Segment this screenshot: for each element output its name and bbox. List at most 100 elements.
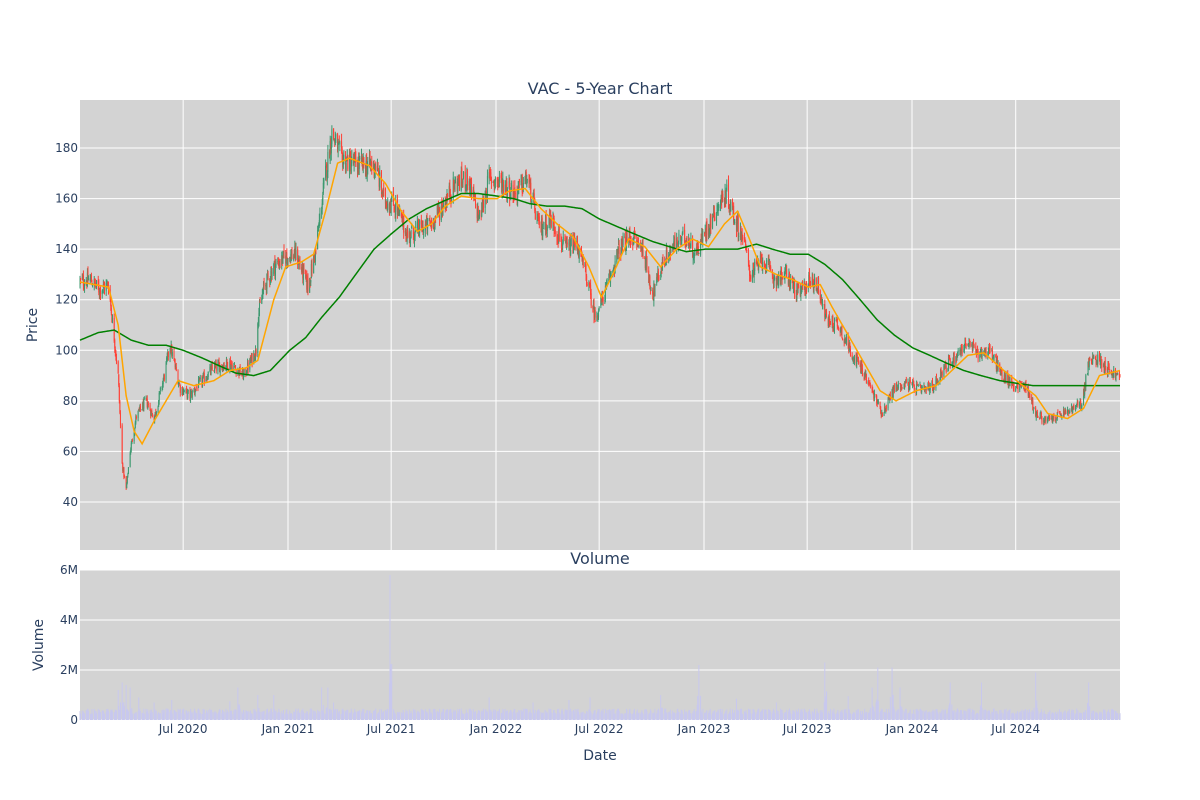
volume-bar: [513, 708, 515, 720]
volume-bar: [501, 712, 503, 720]
candle-body: [827, 318, 829, 327]
candle-body: [907, 382, 909, 384]
volume-bar: [178, 709, 180, 720]
candle-body: [342, 160, 344, 169]
volume-bar: [225, 712, 227, 720]
candle-body: [612, 270, 614, 272]
volume-bar: [664, 711, 666, 720]
volume-bar: [585, 714, 587, 720]
candle-body: [808, 274, 810, 284]
candle-body: [828, 316, 830, 327]
volume-bar: [405, 709, 407, 720]
candle-body: [239, 365, 241, 375]
candle-body: [761, 259, 763, 266]
candle-body: [752, 264, 754, 275]
candle-body: [773, 278, 775, 283]
candle-body: [357, 165, 359, 173]
volume-bar: [920, 708, 922, 720]
volume-bar: [880, 710, 882, 720]
volume-bar: [690, 713, 692, 720]
candle-body: [223, 364, 225, 368]
volume-bar: [138, 711, 140, 720]
volume-bar: [1081, 713, 1083, 720]
volume-bar: [724, 713, 726, 720]
candle-body: [335, 135, 337, 137]
candle-body: [516, 192, 518, 200]
volume-bar: [415, 712, 417, 720]
volume-bar: [234, 708, 236, 720]
candle-body: [103, 282, 105, 286]
volume-bar: [596, 711, 598, 720]
volume-bar: [354, 708, 356, 720]
candle-body: [1107, 363, 1109, 375]
candle-body: [388, 202, 390, 210]
volume-bar: [167, 709, 169, 720]
volume-bar: [99, 713, 101, 720]
volume-bar: [183, 708, 185, 720]
candle-body: [859, 361, 861, 364]
candle-body: [979, 354, 981, 359]
candle-body: [407, 230, 409, 238]
volume-bar: [816, 708, 818, 720]
candle-body: [637, 241, 639, 243]
candle-body: [297, 263, 299, 265]
candle-body: [1063, 409, 1065, 416]
volume-bar: [442, 708, 444, 720]
volume-bar: [465, 709, 467, 720]
volume-bar: [665, 713, 667, 720]
candle-body: [941, 372, 943, 376]
candle-body: [840, 327, 842, 331]
candle-body: [848, 345, 850, 352]
candle-body: [209, 367, 211, 374]
candle-body: [363, 157, 365, 167]
volume-bar: [476, 714, 478, 720]
volume-bar: [416, 711, 418, 720]
candle-body: [306, 275, 308, 290]
volume-bar: [568, 700, 570, 720]
candle-body: [972, 342, 974, 352]
volume-bar: [868, 712, 870, 720]
candle-body: [457, 182, 459, 192]
volume-bar: [790, 713, 792, 720]
candle-body: [728, 182, 730, 208]
candle-body: [285, 253, 287, 264]
candle-body: [489, 171, 491, 174]
candle-body: [421, 224, 423, 231]
volume-bar: [811, 711, 813, 720]
volume-bar: [194, 710, 196, 720]
candle-body: [127, 474, 129, 476]
candle-body: [849, 342, 851, 348]
candle-body: [138, 409, 140, 411]
candle-body: [1106, 370, 1108, 374]
volume-bar: [101, 710, 103, 720]
volume-bar: [1059, 712, 1061, 720]
candle-body: [833, 326, 835, 330]
candle-body: [463, 171, 465, 179]
candle-body: [389, 206, 391, 211]
candle-body: [476, 203, 478, 219]
candle-body: [582, 256, 584, 261]
candle-body: [680, 235, 682, 242]
volume-bar: [159, 714, 161, 720]
volume-bar: [465, 713, 467, 720]
candle-body: [856, 355, 858, 365]
volume-bar: [1079, 713, 1081, 720]
candle-body: [261, 294, 263, 299]
volume-bar: [983, 710, 985, 720]
candle-body: [79, 279, 81, 283]
candle-body: [1028, 393, 1030, 398]
volume-bar: [652, 713, 654, 720]
volume-bar: [792, 710, 794, 720]
candle-body: [1067, 410, 1069, 411]
volume-bar: [484, 709, 486, 720]
volume-bar: [201, 714, 203, 720]
candle-body: [1068, 411, 1070, 415]
volume-bar: [347, 709, 349, 720]
volume-bar: [1075, 713, 1077, 720]
candle-body: [329, 141, 331, 162]
volume-bar: [661, 707, 663, 720]
volume-bar: [844, 712, 846, 720]
volume-bar: [353, 712, 355, 720]
candle-body: [426, 216, 428, 231]
volume-bar: [436, 711, 438, 720]
